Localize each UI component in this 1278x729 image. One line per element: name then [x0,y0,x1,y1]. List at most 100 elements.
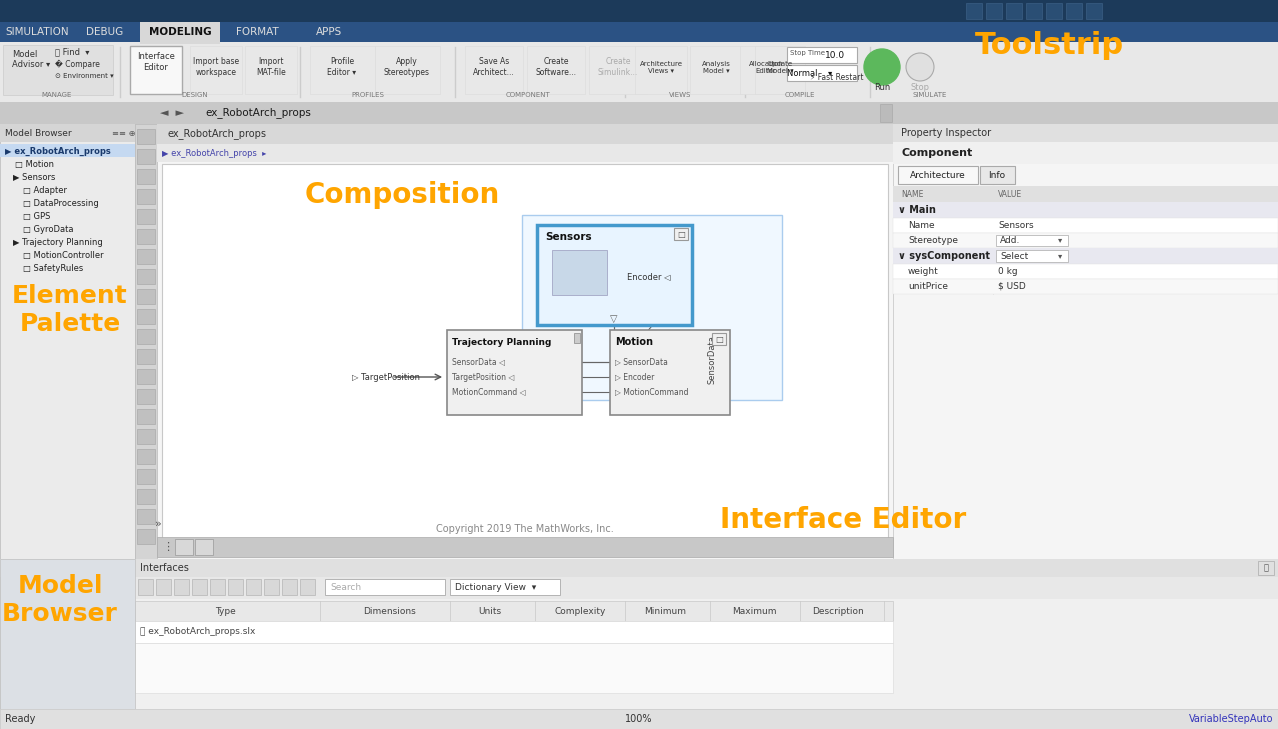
Text: Stop: Stop [910,82,929,92]
Bar [137,229,155,244]
Circle shape [864,49,900,85]
Text: Component: Component [901,148,973,158]
Bar [966,3,982,19]
Text: SIMULATION: SIMULATION [5,27,69,37]
Bar [137,429,155,444]
Text: Search: Search [330,582,362,591]
Text: $ USD: $ USD [998,281,1026,290]
Bar [690,46,743,94]
Text: Profile
Editor ▾: Profile Editor ▾ [327,58,357,77]
Text: Copyright 2019 The MathWorks, Inc.: Copyright 2019 The MathWorks, Inc. [436,524,613,534]
Bar [893,233,1278,248]
Text: VariableStepAuto: VariableStepAuto [1189,714,1273,724]
Text: FORMAT: FORMAT [235,27,279,37]
Bar [521,215,782,400]
Bar [0,144,135,157]
Text: ∨ Main: ∨ Main [898,205,935,215]
Text: □ GyroData: □ GyroData [23,225,74,233]
Bar [137,209,155,224]
Text: ⚡ Fast Restart: ⚡ Fast Restart [810,72,864,82]
Bar [537,225,691,325]
Bar [450,579,560,595]
Bar [141,22,220,44]
Text: 100%: 100% [625,714,653,724]
Bar [130,46,181,94]
Bar [3,45,112,95]
Bar [137,389,155,404]
Text: SensorData ◁: SensorData ◁ [452,357,505,367]
Text: SIMULATE: SIMULATE [912,92,947,98]
Bar [552,250,607,295]
Text: □ SafetyRules: □ SafetyRules [23,263,83,273]
Bar [135,577,1278,599]
Bar [157,537,893,557]
Bar [174,579,189,595]
Text: unitPrice: unitPrice [907,281,948,290]
Bar [137,189,155,204]
Text: Interface
Editor: Interface Editor [137,52,175,71]
Text: Units: Units [478,607,501,615]
Bar [893,186,1278,202]
Text: □ GPS: □ GPS [23,211,50,220]
Bar [137,269,155,284]
Text: weight: weight [907,267,939,276]
Text: Motion: Motion [615,337,653,347]
Text: Create
Simulink...: Create Simulink... [598,58,638,77]
Bar [137,489,155,504]
Bar [674,228,688,240]
Bar [893,124,1278,559]
Text: □: □ [716,335,723,343]
Bar [0,0,1278,22]
Bar [325,579,445,595]
Bar [137,349,155,364]
Text: Model: Model [12,50,37,58]
Bar [157,124,893,559]
Bar [898,166,978,184]
Bar [1045,3,1062,19]
Bar [447,330,581,415]
Bar [996,235,1068,246]
Text: Add.: Add. [999,235,1020,244]
Bar [265,579,279,595]
Text: ∨ sysComponent: ∨ sysComponent [898,251,990,261]
Bar [893,279,1278,294]
Text: □ DataProcessing: □ DataProcessing [23,198,98,208]
Bar [1026,3,1042,19]
Text: Stop Time: Stop Time [790,50,826,56]
Bar [137,289,155,304]
Text: DESIGN: DESIGN [181,92,208,98]
Text: Architecture: Architecture [910,171,966,179]
Text: 10.0: 10.0 [824,50,845,60]
Bar [137,129,155,144]
Text: □ MotionController: □ MotionController [23,251,104,260]
Bar [589,46,647,94]
Text: Allocation
Editor: Allocation Editor [749,61,783,74]
Text: Stereotype: Stereotype [907,235,958,244]
Text: Interface Editor: Interface Editor [720,506,966,534]
Bar [0,559,1278,709]
Bar [0,22,1278,42]
Text: Type: Type [215,607,235,615]
Text: Model Browser: Model Browser [5,128,72,138]
Text: NAME: NAME [901,190,924,198]
Text: 0 kg: 0 kg [998,267,1017,276]
Bar [137,249,155,264]
Text: COMPONENT: COMPONENT [506,92,551,98]
Text: ⌕ Find  ▾: ⌕ Find ▾ [55,47,89,57]
Bar [996,250,1068,262]
Bar [210,579,225,595]
Text: Dimensions: Dimensions [364,607,417,615]
Text: ▶ ex_RobotArch_props: ▶ ex_RobotArch_props [5,147,111,155]
Text: □ Motion: □ Motion [15,160,54,168]
Text: »: » [155,519,162,529]
Bar [0,42,1278,102]
Bar [137,529,155,544]
Bar [1066,3,1082,19]
Bar [893,202,1278,218]
Bar [635,46,688,94]
Text: DEBUG: DEBUG [87,27,124,37]
Text: SensorData: SensorData [708,335,717,384]
Text: Import base
workspace: Import base workspace [193,58,239,77]
Bar [227,579,243,595]
Text: ▷ TargetPosition: ▷ TargetPosition [351,373,420,381]
